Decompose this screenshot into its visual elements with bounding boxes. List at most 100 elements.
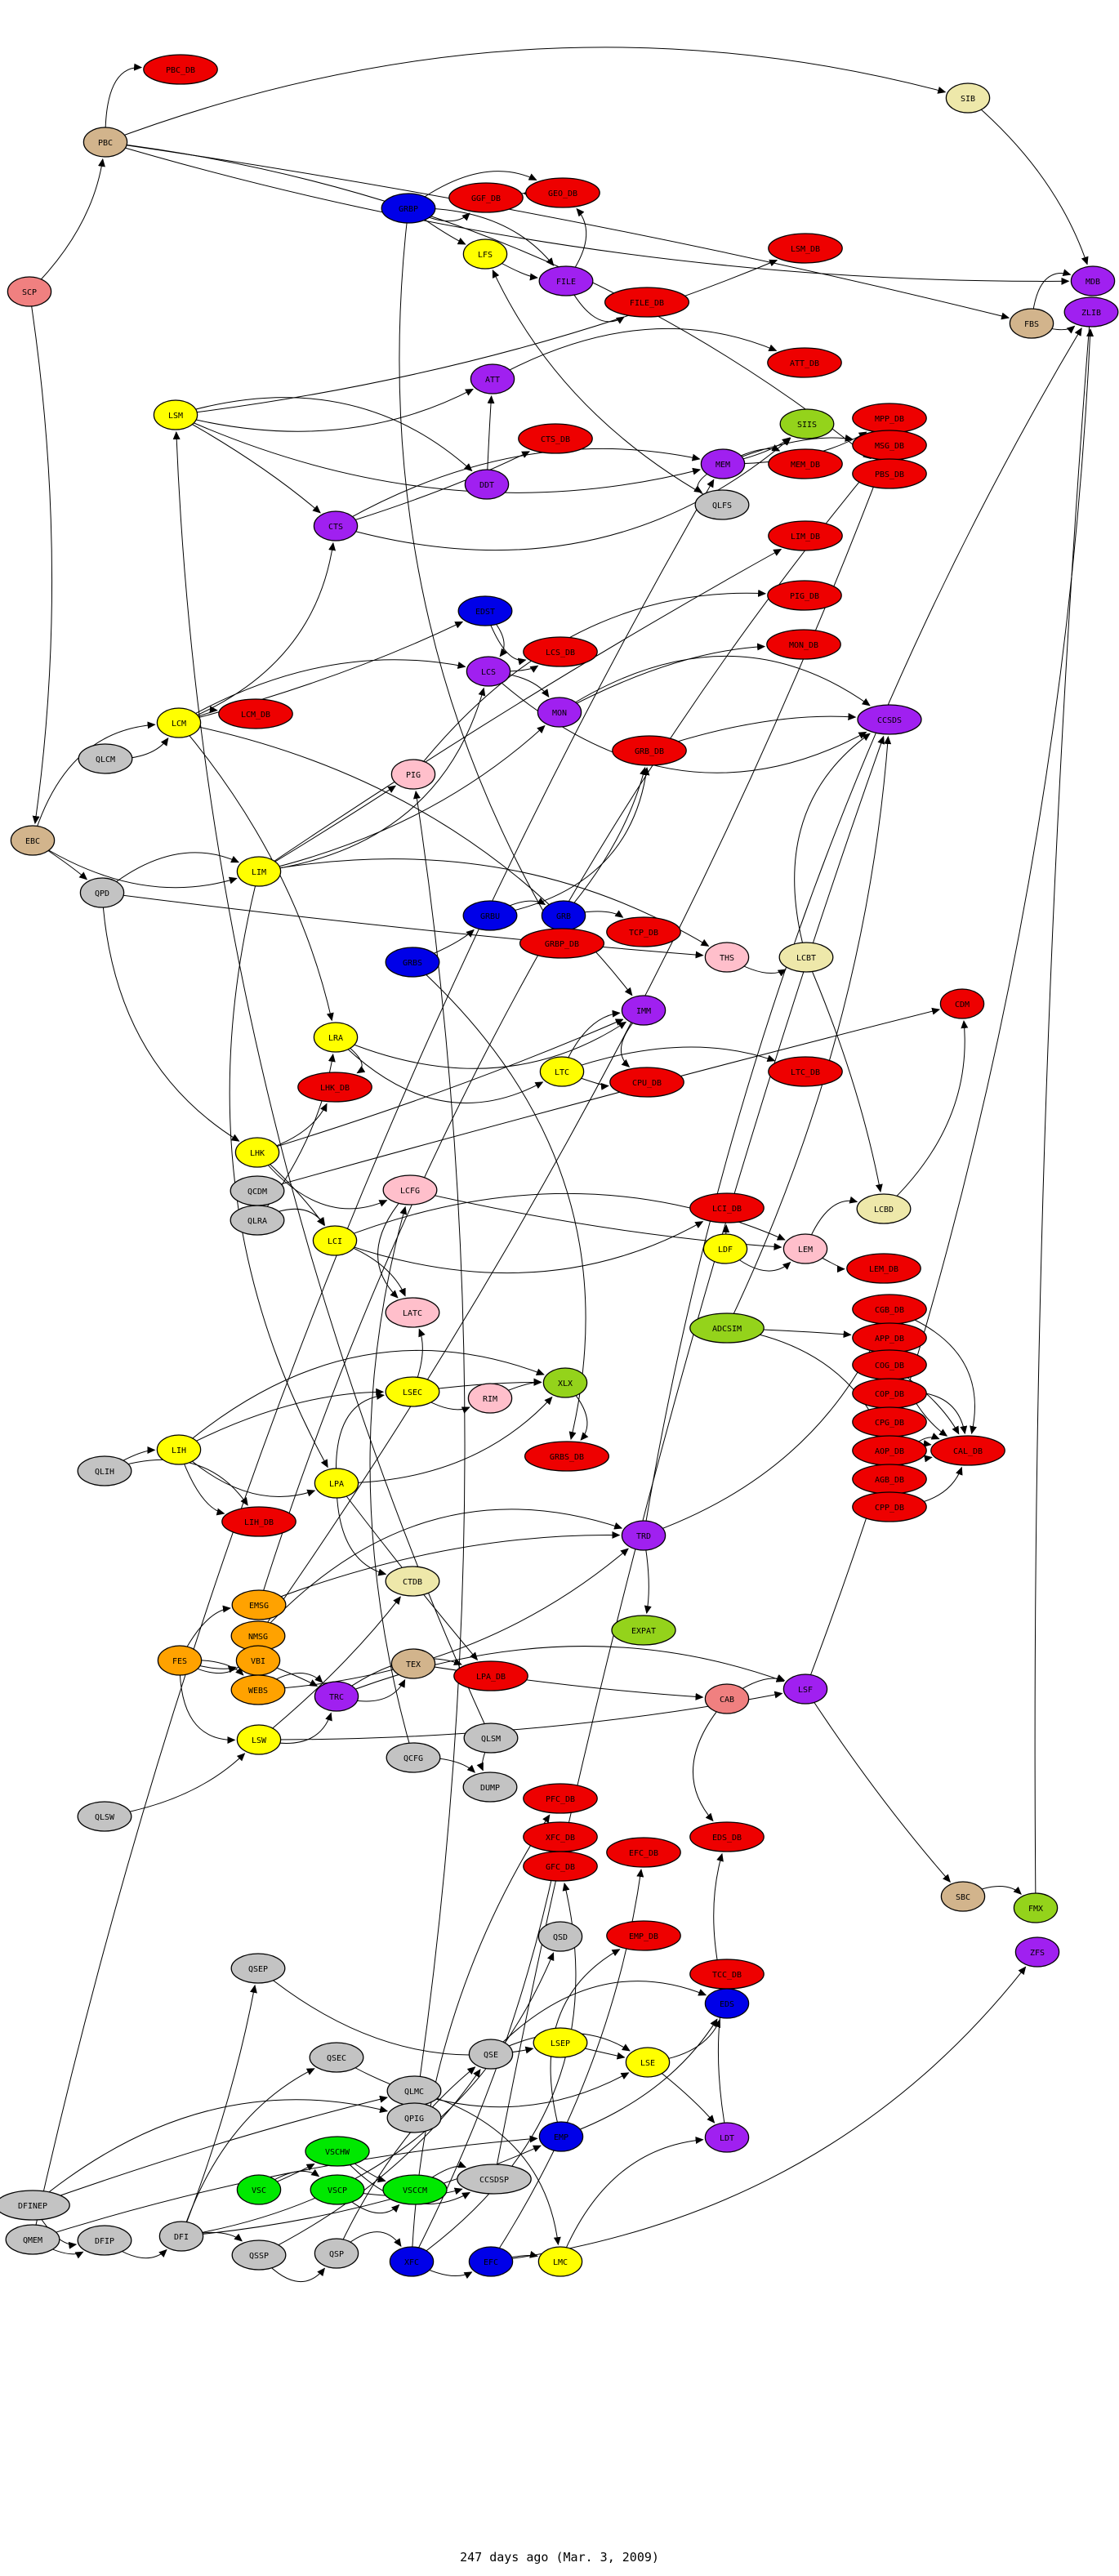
edge-QLFS-LFS — [492, 269, 723, 506]
node-label-QPD: QPD — [95, 889, 109, 898]
node-QLRA — [230, 1205, 285, 1236]
edge-QCDM-CDM — [256, 1007, 941, 1192]
edge-QPIG-PIG — [412, 790, 466, 2119]
node-label-GRBS_DB: GRBS_DB — [550, 1453, 584, 1462]
node-label-MON_DB: MON_DB — [789, 641, 818, 650]
graph-timestamp-caption: 247 days ago (Mar. 3, 2009) — [460, 2550, 659, 2565]
node-LDT — [704, 2122, 750, 2153]
node-EXPAT — [611, 1615, 676, 1646]
node-CCSDS — [857, 704, 922, 735]
node-LSF — [782, 1674, 828, 1705]
node-FILE — [538, 265, 594, 296]
node-QSP — [314, 2238, 359, 2269]
node-label-EFC_DB: EFC_DB — [629, 1849, 658, 1858]
node-label-ATT_DB: ATT_DB — [790, 359, 819, 368]
node-label-XFC: XFC — [404, 2258, 419, 2267]
node-label-LSEC: LSEC — [403, 1388, 422, 1397]
edge-LCM-LCS — [178, 659, 466, 724]
node-label-IMM: IMM — [636, 1007, 651, 1016]
edge-PBC-PBC_DB — [105, 63, 143, 143]
edge-LIM-LIM_DB — [258, 549, 782, 872]
edge-PBC-PBS_DB — [105, 141, 872, 460]
node-EMP_DB — [606, 1920, 681, 1951]
node-GRBS — [385, 947, 440, 978]
edge-GRB-GRB_DB — [563, 766, 647, 916]
node-label-CCSDS: CCSDS — [877, 716, 902, 725]
node-label-LEM_DB: LEM_DB — [869, 1265, 898, 1274]
node-LCM — [156, 707, 202, 738]
node-ZFS — [1014, 1936, 1060, 1968]
node-GFC_DB — [523, 1851, 598, 1882]
node-LIH — [156, 1434, 202, 1465]
node-LCS_DB — [523, 636, 598, 667]
edge-CTS-MEM — [335, 448, 701, 527]
node-label-DFI: DFI — [174, 2233, 189, 2242]
node-label-SIIS: SIIS — [797, 421, 817, 430]
node-RIM — [467, 1383, 513, 1414]
node-label-CAB: CAB — [720, 1696, 734, 1705]
node-label-LCFG: LCFG — [400, 1187, 420, 1196]
edge-PBC-MDB — [105, 141, 1070, 285]
node-QMEM — [5, 2224, 60, 2255]
node-label-CPG_DB: CPG_DB — [875, 1419, 904, 1428]
node-label-LSF: LSF — [798, 1686, 813, 1695]
edge-CAB-EDS_DB — [692, 1698, 728, 1822]
node-LCI — [312, 1225, 358, 1256]
node-LIH_DB — [221, 1506, 296, 1537]
node-label-TCC_DB: TCC_DB — [712, 1971, 742, 1980]
node-DFI — [158, 2221, 204, 2252]
edge-PBC-SIB — [105, 47, 947, 143]
node-LCS — [466, 656, 511, 687]
node-label-QLSM: QLSM — [481, 1735, 501, 1744]
edge-MON-MON_DB — [559, 643, 766, 713]
node-LTC_DB — [768, 1056, 843, 1087]
node-QLCM — [78, 743, 133, 774]
node-TEX — [390, 1648, 436, 1679]
node-LSM_DB — [768, 233, 843, 264]
node-LSE — [625, 2047, 671, 2078]
node-FILE_DB — [604, 287, 690, 318]
node-label-EMP: EMP — [554, 2133, 568, 2142]
node-label-LSEP: LSEP — [551, 2039, 570, 2048]
edge-QPD-THS — [101, 892, 704, 959]
edge-LSM-ATT — [175, 388, 474, 432]
node-WEBS — [230, 1674, 286, 1705]
node-VSCCM — [382, 2174, 448, 2205]
node-DUMP — [462, 1772, 518, 1803]
node-label-GRBS: GRBS — [403, 959, 422, 968]
node-LEM_DB — [846, 1253, 921, 1284]
node-label-LCS_DB: LCS_DB — [546, 648, 575, 657]
edge-LCBT-CCSDS — [794, 733, 871, 958]
node-ATT — [470, 363, 515, 394]
node-QPIG — [386, 2102, 442, 2133]
edge-QSE-EDS — [490, 1981, 707, 2055]
node-label-XLX: XLX — [558, 1379, 573, 1388]
node-label-CCSDSP: CCSDSP — [479, 2176, 509, 2185]
node-label-EDS: EDS — [720, 2000, 734, 2009]
node-label-QSSP: QSSP — [249, 2252, 269, 2261]
node-label-MDB: MDB — [1086, 278, 1100, 287]
node-FMX — [1013, 1892, 1059, 1923]
node-PBS_DB — [852, 458, 927, 489]
node-LSM — [153, 399, 198, 430]
node-VSC — [236, 2174, 282, 2205]
node-label-SCP: SCP — [22, 288, 37, 297]
node-label-GRB_DB: GRB_DB — [635, 747, 664, 756]
node-LFS — [462, 238, 508, 270]
node-LSW — [236, 1724, 282, 1755]
edge-QCFG-LCFG — [369, 1206, 414, 1758]
node-label-MEM: MEM — [716, 461, 730, 470]
edge-SCP-EBC — [29, 291, 53, 825]
node-label-GFC_DB: GFC_DB — [546, 1863, 575, 1872]
node-label-FILE_DB: FILE_DB — [630, 299, 664, 308]
node-EMSG — [231, 1589, 287, 1620]
node-LSEP — [533, 2027, 588, 2058]
node-label-CAL_DB: CAL_DB — [953, 1447, 983, 1456]
node-label-EDS_DB: EDS_DB — [712, 1834, 742, 1843]
edge-PBC-FBS — [105, 141, 1010, 320]
node-QLFS — [694, 489, 750, 520]
edge-LIM-THS — [258, 858, 710, 947]
edge-LCBT-LCBD — [805, 956, 883, 1193]
node-QSEC — [309, 2042, 364, 2073]
node-label-NMSG: NMSG — [248, 1633, 268, 1642]
